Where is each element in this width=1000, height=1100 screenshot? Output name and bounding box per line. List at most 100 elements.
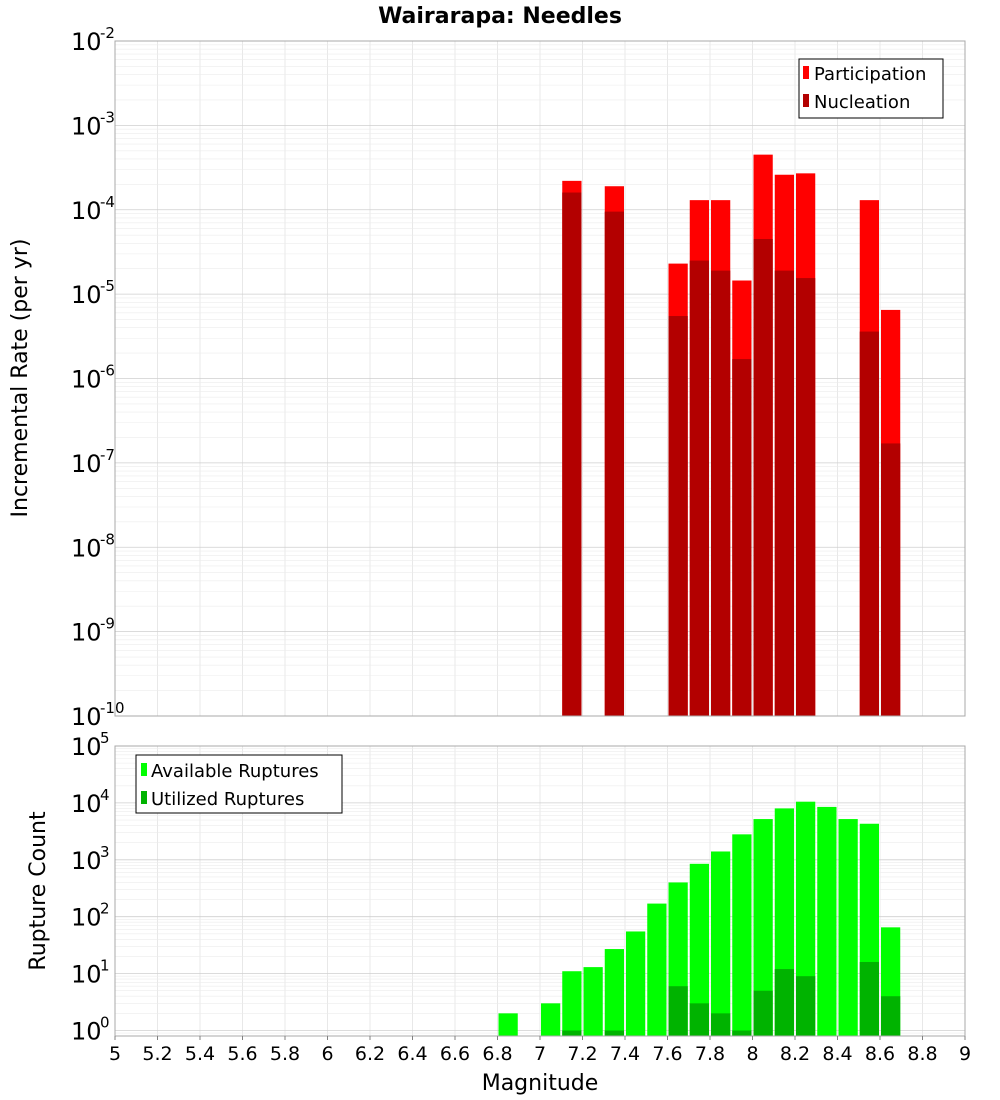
chart-title: Wairarapa: Needles — [378, 4, 622, 29]
utilized-bar — [881, 996, 901, 1036]
available-bar — [689, 863, 709, 1036]
svg-text:10: 10 — [71, 847, 102, 875]
x-tick-label: 6.2 — [355, 1043, 385, 1065]
svg-text:-2: -2 — [100, 24, 115, 42]
y-tick-label: 10-3 — [71, 108, 115, 140]
nucleation-bar — [711, 270, 731, 716]
available-bar — [647, 903, 667, 1036]
x-tick-label: 8.2 — [780, 1043, 810, 1065]
participation-legend-swatch — [803, 66, 809, 79]
rate-legend-box — [798, 58, 944, 119]
svg-text:-4: -4 — [100, 193, 115, 211]
utilized-bar — [562, 1030, 582, 1036]
nucleation-legend-label: Nucleation — [814, 92, 910, 113]
svg-text:10: 10 — [71, 703, 102, 731]
nucleation-bar — [774, 270, 794, 716]
y-tick-label: 10-2 — [71, 24, 115, 56]
svg-text:10: 10 — [71, 450, 102, 478]
svg-text:10: 10 — [71, 366, 102, 394]
x-tick-label: 7.6 — [652, 1043, 682, 1065]
nucleation-bar — [753, 239, 773, 716]
x-tick-label: 8.8 — [907, 1043, 937, 1065]
svg-text:3: 3 — [100, 843, 110, 861]
utilized-bar — [753, 990, 773, 1036]
nucleation-bar — [668, 316, 688, 716]
available-legend-swatch — [141, 763, 147, 776]
available-bar — [711, 851, 731, 1036]
y-tick-label: 10-4 — [71, 193, 115, 225]
svg-text:10: 10 — [71, 197, 102, 225]
rate-y-axis-label: Incremental Rate (per yr) — [8, 239, 33, 518]
y-tick-label: 10-8 — [71, 530, 115, 562]
x-tick-label: 6.8 — [482, 1043, 512, 1065]
utilized-legend-swatch — [141, 791, 147, 804]
y-tick-label: 10-10 — [71, 699, 125, 731]
y-tick-label: 103 — [71, 843, 110, 875]
count-gridlines — [114, 745, 966, 1037]
svg-text:0: 0 — [100, 1013, 110, 1031]
x-tick-label: 6 — [321, 1043, 333, 1065]
x-tick-label: 5.4 — [185, 1043, 215, 1065]
nucleation-bar — [796, 278, 816, 716]
utilized-bar — [689, 1003, 709, 1036]
x-axis-label: Magnitude — [482, 1071, 599, 1096]
svg-text:-5: -5 — [100, 277, 115, 295]
y-tick-label: 100 — [71, 1013, 110, 1045]
svg-text:4: 4 — [100, 786, 110, 804]
y-tick-label: 10-7 — [71, 446, 115, 478]
nucleation-bar — [859, 331, 879, 716]
x-tick-label: 6.4 — [397, 1043, 427, 1065]
available-bar — [626, 931, 646, 1036]
y-tick-label: 102 — [71, 900, 110, 932]
svg-text:-6: -6 — [100, 362, 115, 380]
x-tick-label: 9 — [959, 1043, 971, 1065]
x-tick-label: 7.8 — [695, 1043, 725, 1065]
x-tick-label: 8 — [746, 1043, 758, 1065]
nucleation-bar — [604, 211, 624, 716]
count-legend-box — [135, 754, 343, 814]
x-tick-label: 5.8 — [270, 1043, 300, 1065]
rate-bars — [562, 154, 901, 717]
utilized-bar — [711, 1013, 731, 1036]
nucleation-bar — [732, 359, 752, 716]
utilized-bar — [732, 1030, 752, 1036]
utilized-bar — [796, 976, 816, 1036]
available-bar — [541, 1003, 561, 1036]
available-bar — [753, 819, 773, 1036]
count-y-axis-label: Rupture Count — [26, 811, 51, 971]
svg-text:10: 10 — [71, 790, 102, 818]
count-bars — [498, 801, 901, 1036]
svg-text:-10: -10 — [100, 699, 125, 717]
svg-text:10: 10 — [71, 1017, 102, 1045]
nucleation-bar — [689, 260, 709, 716]
x-tick-label: 5.2 — [142, 1043, 172, 1065]
svg-text:10: 10 — [71, 281, 102, 309]
utilized-bar — [668, 986, 688, 1036]
svg-text:5: 5 — [100, 729, 110, 747]
available-bar — [838, 819, 858, 1036]
available-bar — [498, 1013, 518, 1036]
svg-text:10: 10 — [71, 961, 102, 989]
svg-text:-7: -7 — [100, 446, 115, 464]
count-legend: Available Ruptures Utilized Ruptures — [135, 754, 343, 814]
x-tick-label: 5 — [109, 1043, 121, 1065]
utilized-legend-label: Utilized Ruptures — [151, 789, 304, 810]
utilized-bar — [774, 969, 794, 1036]
svg-text:10: 10 — [71, 534, 102, 562]
nucleation-bar — [562, 192, 582, 716]
y-tick-label: 10-9 — [71, 615, 115, 647]
x-tick-label: 8.4 — [822, 1043, 852, 1065]
available-bar — [562, 971, 582, 1036]
svg-text:10: 10 — [71, 619, 102, 647]
x-tick-label: 7 — [534, 1043, 546, 1065]
svg-text:1: 1 — [100, 957, 110, 975]
y-tick-label: 10-6 — [71, 362, 115, 394]
svg-text:10: 10 — [71, 733, 102, 761]
svg-text:2: 2 — [100, 900, 110, 918]
participation-legend-label: Participation — [814, 64, 926, 85]
available-bar — [817, 806, 837, 1036]
